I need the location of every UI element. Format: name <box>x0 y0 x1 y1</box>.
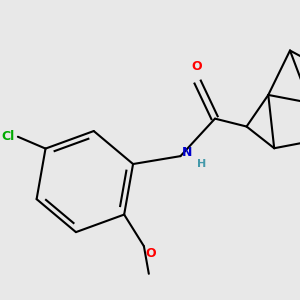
Text: O: O <box>191 60 202 73</box>
Text: O: O <box>146 247 157 260</box>
Text: N: N <box>182 146 192 159</box>
Text: Cl: Cl <box>2 130 15 143</box>
Text: H: H <box>197 159 206 169</box>
